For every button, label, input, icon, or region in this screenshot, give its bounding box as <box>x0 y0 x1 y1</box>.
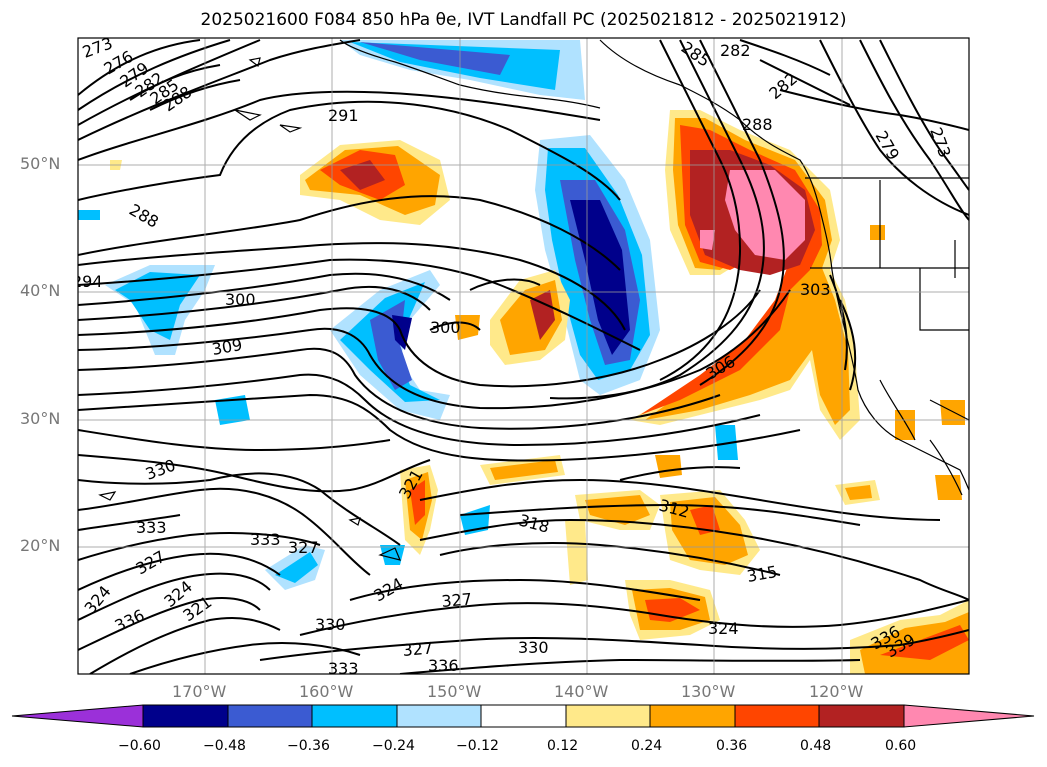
colorbar-segment <box>227 704 313 728</box>
lon-label: 130°W <box>681 682 736 701</box>
colorbar-segment <box>311 704 398 728</box>
boundaries <box>805 177 969 421</box>
contour-label: 327 <box>288 538 319 557</box>
lon-label: 160°W <box>299 682 354 701</box>
colorbar-extend-low <box>11 704 144 728</box>
contour-label: 327 <box>402 638 434 660</box>
map-plot-area: 273 276 279 282 285 288 291 288 294 300 … <box>72 38 969 678</box>
colorbar-segment <box>734 704 820 728</box>
contour-label: 288 <box>742 115 773 134</box>
contour-label: 300 <box>430 318 461 337</box>
colorbar-tick: 0.24 <box>631 738 663 754</box>
colorbar-tick: 0.48 <box>800 738 832 754</box>
colorbar-segment <box>142 704 229 728</box>
colorbar-tick: 0.60 <box>885 738 917 754</box>
lon-label: 150°W <box>427 682 482 701</box>
colorbar-tick: 0.12 <box>547 738 579 754</box>
contour-label: 282 <box>720 41 751 60</box>
contour-label: 294 <box>72 272 103 291</box>
map-frame <box>77 37 970 675</box>
colorbar-segment <box>565 704 651 728</box>
colorbar-tick: 0.36 <box>716 738 748 754</box>
colorbar-extend-high <box>903 704 1035 728</box>
gridlines <box>78 38 969 674</box>
colorbar-tick: −0.12 <box>456 738 499 754</box>
contour-label: 333 <box>328 659 359 678</box>
lat-label: 20°N <box>20 536 61 555</box>
contour-label: 291 <box>328 106 359 125</box>
contour-label: 327 <box>441 589 473 611</box>
colorbar-segment <box>649 704 736 728</box>
colorbar-tick: −0.24 <box>372 738 415 754</box>
contour-label: 333 <box>250 530 281 549</box>
lon-label: 140°W <box>554 682 609 701</box>
map-title: 2025021600 F084 850 hPa θe, IVT Landfall… <box>200 10 847 30</box>
colorbar-tick: −0.36 <box>287 738 330 754</box>
colorbar-tick: −0.60 <box>118 738 161 754</box>
lat-label: 50°N <box>20 154 61 173</box>
colorbar <box>11 704 1035 728</box>
lon-label: 120°W <box>809 682 864 701</box>
colorbar-tick: −0.48 <box>203 738 246 754</box>
contour-label: 324 <box>708 619 739 638</box>
contour-label: 300 <box>225 290 256 309</box>
contour-label: 330 <box>518 638 549 657</box>
lon-label: 170°W <box>172 682 227 701</box>
colorbar-segment <box>480 704 567 728</box>
contour-label: 333 <box>136 518 167 537</box>
contour-label: 336 <box>428 656 459 675</box>
colorbar-segment <box>818 704 905 728</box>
colorbar-segment <box>396 704 482 728</box>
contour-label: 330 <box>315 615 346 634</box>
lat-label: 30°N <box>20 409 61 428</box>
contour-label: 303 <box>800 280 831 299</box>
lat-label: 40°N <box>20 281 61 300</box>
positive-shading <box>110 110 969 674</box>
